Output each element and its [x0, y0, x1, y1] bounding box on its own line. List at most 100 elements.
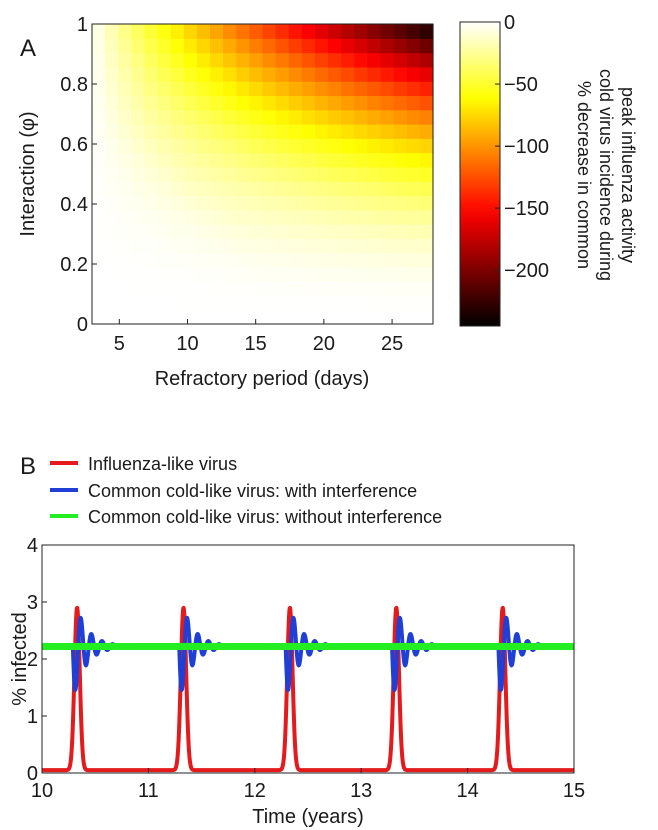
heatmap-cell: [367, 209, 382, 225]
heatmap-cell: [105, 24, 119, 39]
heatmap-cell: [406, 224, 421, 239]
heatmap-cell: [196, 52, 211, 68]
heatmap-cell: [105, 252, 119, 268]
heatmap-cell: [393, 24, 408, 39]
heatmap-cell: [92, 138, 106, 154]
heatmap-cell: [301, 124, 316, 139]
heatmap-cell: [288, 281, 303, 297]
heatmap-cell: [275, 124, 290, 139]
heatmap-cell: [328, 81, 342, 97]
heatmap-cell: [275, 24, 290, 39]
heatmap-cell: [380, 266, 395, 282]
heatmap-cell: [144, 138, 159, 154]
heatmap-cell: [157, 138, 172, 154]
heatmap-cell: [341, 38, 355, 54]
colorbar: [459, 21, 501, 327]
heatmap-cell: [223, 66, 237, 82]
heatmap-cell: [341, 66, 355, 82]
heatmap-cell: [183, 66, 198, 82]
heatmap-cell: [354, 181, 369, 197]
heatmap-cell: [223, 52, 237, 68]
heatmap-cell: [367, 24, 382, 39]
heatmap-cell: [380, 138, 395, 154]
heatmap-cell: [380, 124, 395, 139]
heatmap-cell: [380, 238, 395, 254]
heatmap-cell: [118, 38, 132, 54]
heatmap-cell: [118, 209, 132, 225]
heatmap-cell: [170, 266, 185, 282]
panel-b-label: B: [20, 453, 36, 480]
heatmap-cell: [262, 138, 277, 154]
heatmap-cell: [131, 181, 146, 197]
heatmap-cell: [92, 266, 106, 282]
heatmap-cell: [419, 138, 434, 154]
heatmap-cell: [354, 224, 369, 239]
heatmap-cell: [183, 252, 198, 268]
line-x-tick-label: 14: [456, 780, 478, 802]
heatmap-cell: [196, 238, 211, 254]
heatmap-cell: [367, 124, 382, 139]
heatmap-cell: [275, 309, 290, 325]
heatmap-y-tick-label: 0.6: [60, 134, 88, 156]
heatmap-x-tick-label: 25: [381, 333, 403, 355]
heatmap-cell: [236, 309, 250, 325]
heatmap-cell: [288, 66, 303, 82]
heatmap-cell: [406, 95, 421, 111]
heatmap-cell: [105, 224, 119, 239]
heatmap-cell: [367, 309, 382, 325]
heatmap-cell: [144, 181, 159, 197]
heatmap-cell: [288, 224, 303, 239]
heatmap-cell: [210, 252, 224, 268]
heatmap-cell: [288, 266, 303, 282]
heatmap-axes: 5 10 15 20 25 0 0.2 0.4 0.6 0.8 1: [60, 14, 403, 355]
heatmap-cell: [144, 309, 159, 325]
heatmap-cell: [419, 209, 434, 225]
heatmap-y-tick-label: 1: [77, 14, 88, 36]
heatmap-cell: [157, 224, 172, 239]
heatmap-cell: [170, 52, 185, 68]
heatmap-cell: [196, 81, 211, 97]
heatmap-cell: [354, 281, 369, 297]
heatmap-cell: [262, 209, 277, 225]
heatmap-cell: [380, 166, 395, 182]
heatmap-cell: [393, 224, 408, 239]
heatmap-cell: [196, 24, 211, 39]
heatmap-cell: [118, 152, 132, 168]
heatmap-cell: [196, 224, 211, 239]
heatmap-cell: [275, 238, 290, 254]
heatmap-cell: [196, 209, 211, 225]
heatmap-cell: [223, 266, 237, 282]
heatmap-cell: [236, 24, 250, 39]
heatmap-cell: [406, 238, 421, 254]
heatmap-cell: [210, 295, 224, 311]
heatmap-cell: [341, 195, 355, 211]
heatmap-cell: [92, 309, 106, 325]
heatmap-cell: [380, 95, 395, 111]
heatmap-cell: [288, 138, 303, 154]
heatmap-cell: [275, 38, 290, 54]
heatmap-cell: [288, 295, 303, 311]
heatmap-cell: [183, 238, 198, 254]
heatmap-cell: [105, 195, 119, 211]
heatmap-cell: [210, 138, 224, 154]
heatmap-cell: [131, 252, 146, 268]
heatmap-cell: [341, 281, 355, 297]
heatmap-cell: [354, 24, 369, 39]
heatmap-cell: [380, 38, 395, 54]
heatmap-cell: [170, 95, 185, 111]
heatmap-cell: [354, 95, 369, 111]
heatmap-cell: [236, 295, 250, 311]
legend-label-cold-without: Common cold-like virus: without interfer…: [88, 507, 442, 527]
heatmap-cell: [92, 109, 106, 125]
heatmap-cell: [262, 24, 277, 39]
heatmap-cell: [118, 224, 132, 239]
heatmap-cell: [367, 195, 382, 211]
line-series: [40, 605, 576, 773]
heatmap-cell: [393, 252, 408, 268]
heatmap-cell: [262, 38, 277, 54]
heatmap-y-tick-label: 0.2: [60, 254, 88, 276]
heatmap-cell: [223, 166, 237, 182]
heatmap-cell: [262, 124, 277, 139]
heatmap-cell: [131, 266, 146, 282]
heatmap-cell: [196, 252, 211, 268]
